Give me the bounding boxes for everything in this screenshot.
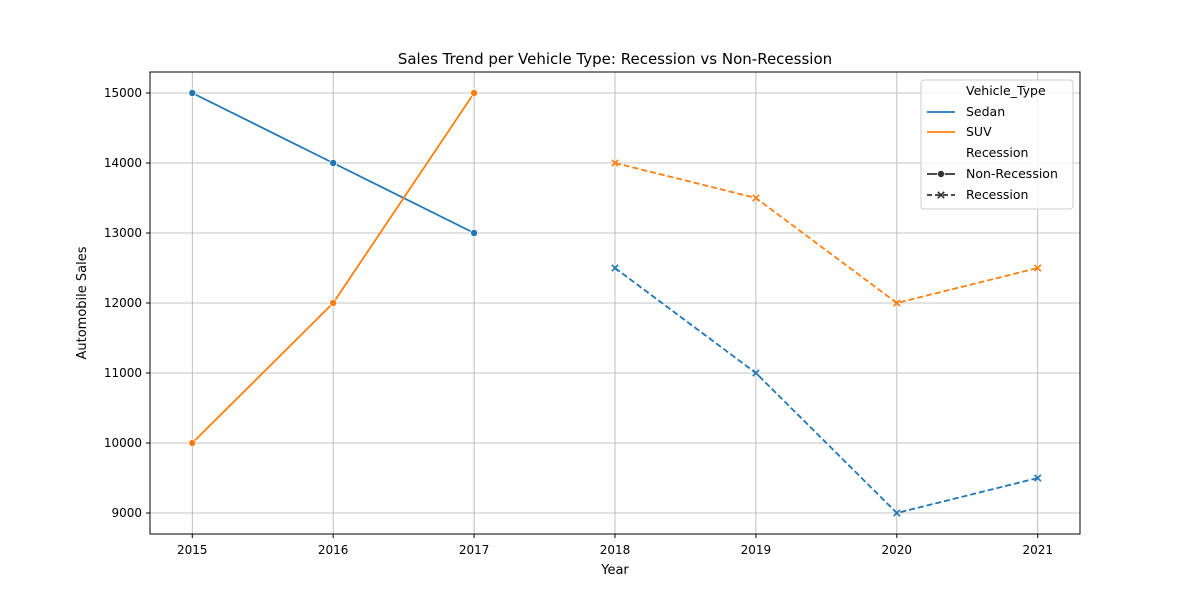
x-marker-stroke <box>752 194 760 202</box>
x-tick-label: 2019 <box>741 543 772 557</box>
data-point <box>752 194 760 202</box>
legend-label: Recession <box>966 187 1028 202</box>
legend-marker <box>937 169 946 178</box>
x-tick-label: 2021 <box>1022 543 1053 557</box>
y-tick-label: 13000 <box>104 226 142 240</box>
data-point <box>470 89 479 98</box>
legend-label: SUV <box>966 124 992 139</box>
y-tick-label: 14000 <box>104 156 142 170</box>
chart-title: Sales Trend per Vehicle Type: Recession … <box>398 50 832 68</box>
series-suv-recession <box>611 159 1042 307</box>
y-axis-label: Automobile Sales <box>75 246 90 359</box>
y-tick-label: 15000 <box>104 86 142 100</box>
data-point <box>329 158 338 167</box>
legend-label: Sedan <box>966 104 1005 119</box>
data-point <box>188 89 197 98</box>
x-marker-stroke <box>893 299 901 307</box>
x-marker-stroke <box>611 159 619 167</box>
x-tick-label: 2018 <box>600 543 631 557</box>
data-point <box>611 159 619 167</box>
x-marker-stroke <box>937 191 945 199</box>
data-point <box>329 298 338 307</box>
series-line <box>614 267 1038 514</box>
data-point <box>893 509 901 517</box>
data-point <box>470 228 479 237</box>
series-sedan-non-recession <box>188 89 479 237</box>
x-tick-label: 2016 <box>318 543 349 557</box>
legend-style-title: Recession <box>966 145 1028 160</box>
series-line <box>614 162 1038 304</box>
y-tick-label: 11000 <box>104 366 142 380</box>
x-marker-stroke <box>611 264 619 272</box>
axis-ticks: 2015 2016 2017 2018 2019 2020 2021 9000 10000 110… <box>104 86 1053 557</box>
x-axis-label: Year <box>600 563 629 578</box>
x-marker-stroke <box>1033 264 1042 272</box>
y-tick-label: 9000 <box>111 506 142 520</box>
series-layer <box>188 89 1042 517</box>
y-tick-label: 12000 <box>104 296 142 310</box>
data-point <box>1033 264 1042 272</box>
legend-label: Non-Recession <box>966 166 1058 181</box>
data-point <box>893 299 901 307</box>
data-point <box>1033 474 1042 482</box>
x-marker-stroke <box>893 509 901 517</box>
x-marker-stroke <box>752 369 760 377</box>
x-tick-label: 2017 <box>459 543 490 557</box>
series-sedan-recession <box>611 264 1042 517</box>
series-suv-non-recession <box>188 89 479 447</box>
x-marker-stroke <box>1033 474 1042 482</box>
legend-hue-title: Vehicle_Type <box>966 83 1046 98</box>
data-point <box>611 264 619 272</box>
data-point <box>752 369 760 377</box>
legend: Vehicle_Type Sedan SUV Recession Non-Recessi… <box>920 79 1074 210</box>
y-tick-label: 10000 <box>104 436 142 450</box>
grid <box>150 72 1080 534</box>
data-point <box>188 438 197 447</box>
legend-marker <box>937 191 945 199</box>
x-tick-label: 2020 <box>882 543 913 557</box>
legend-box <box>920 79 1074 210</box>
x-tick-label: 2015 <box>177 543 208 557</box>
